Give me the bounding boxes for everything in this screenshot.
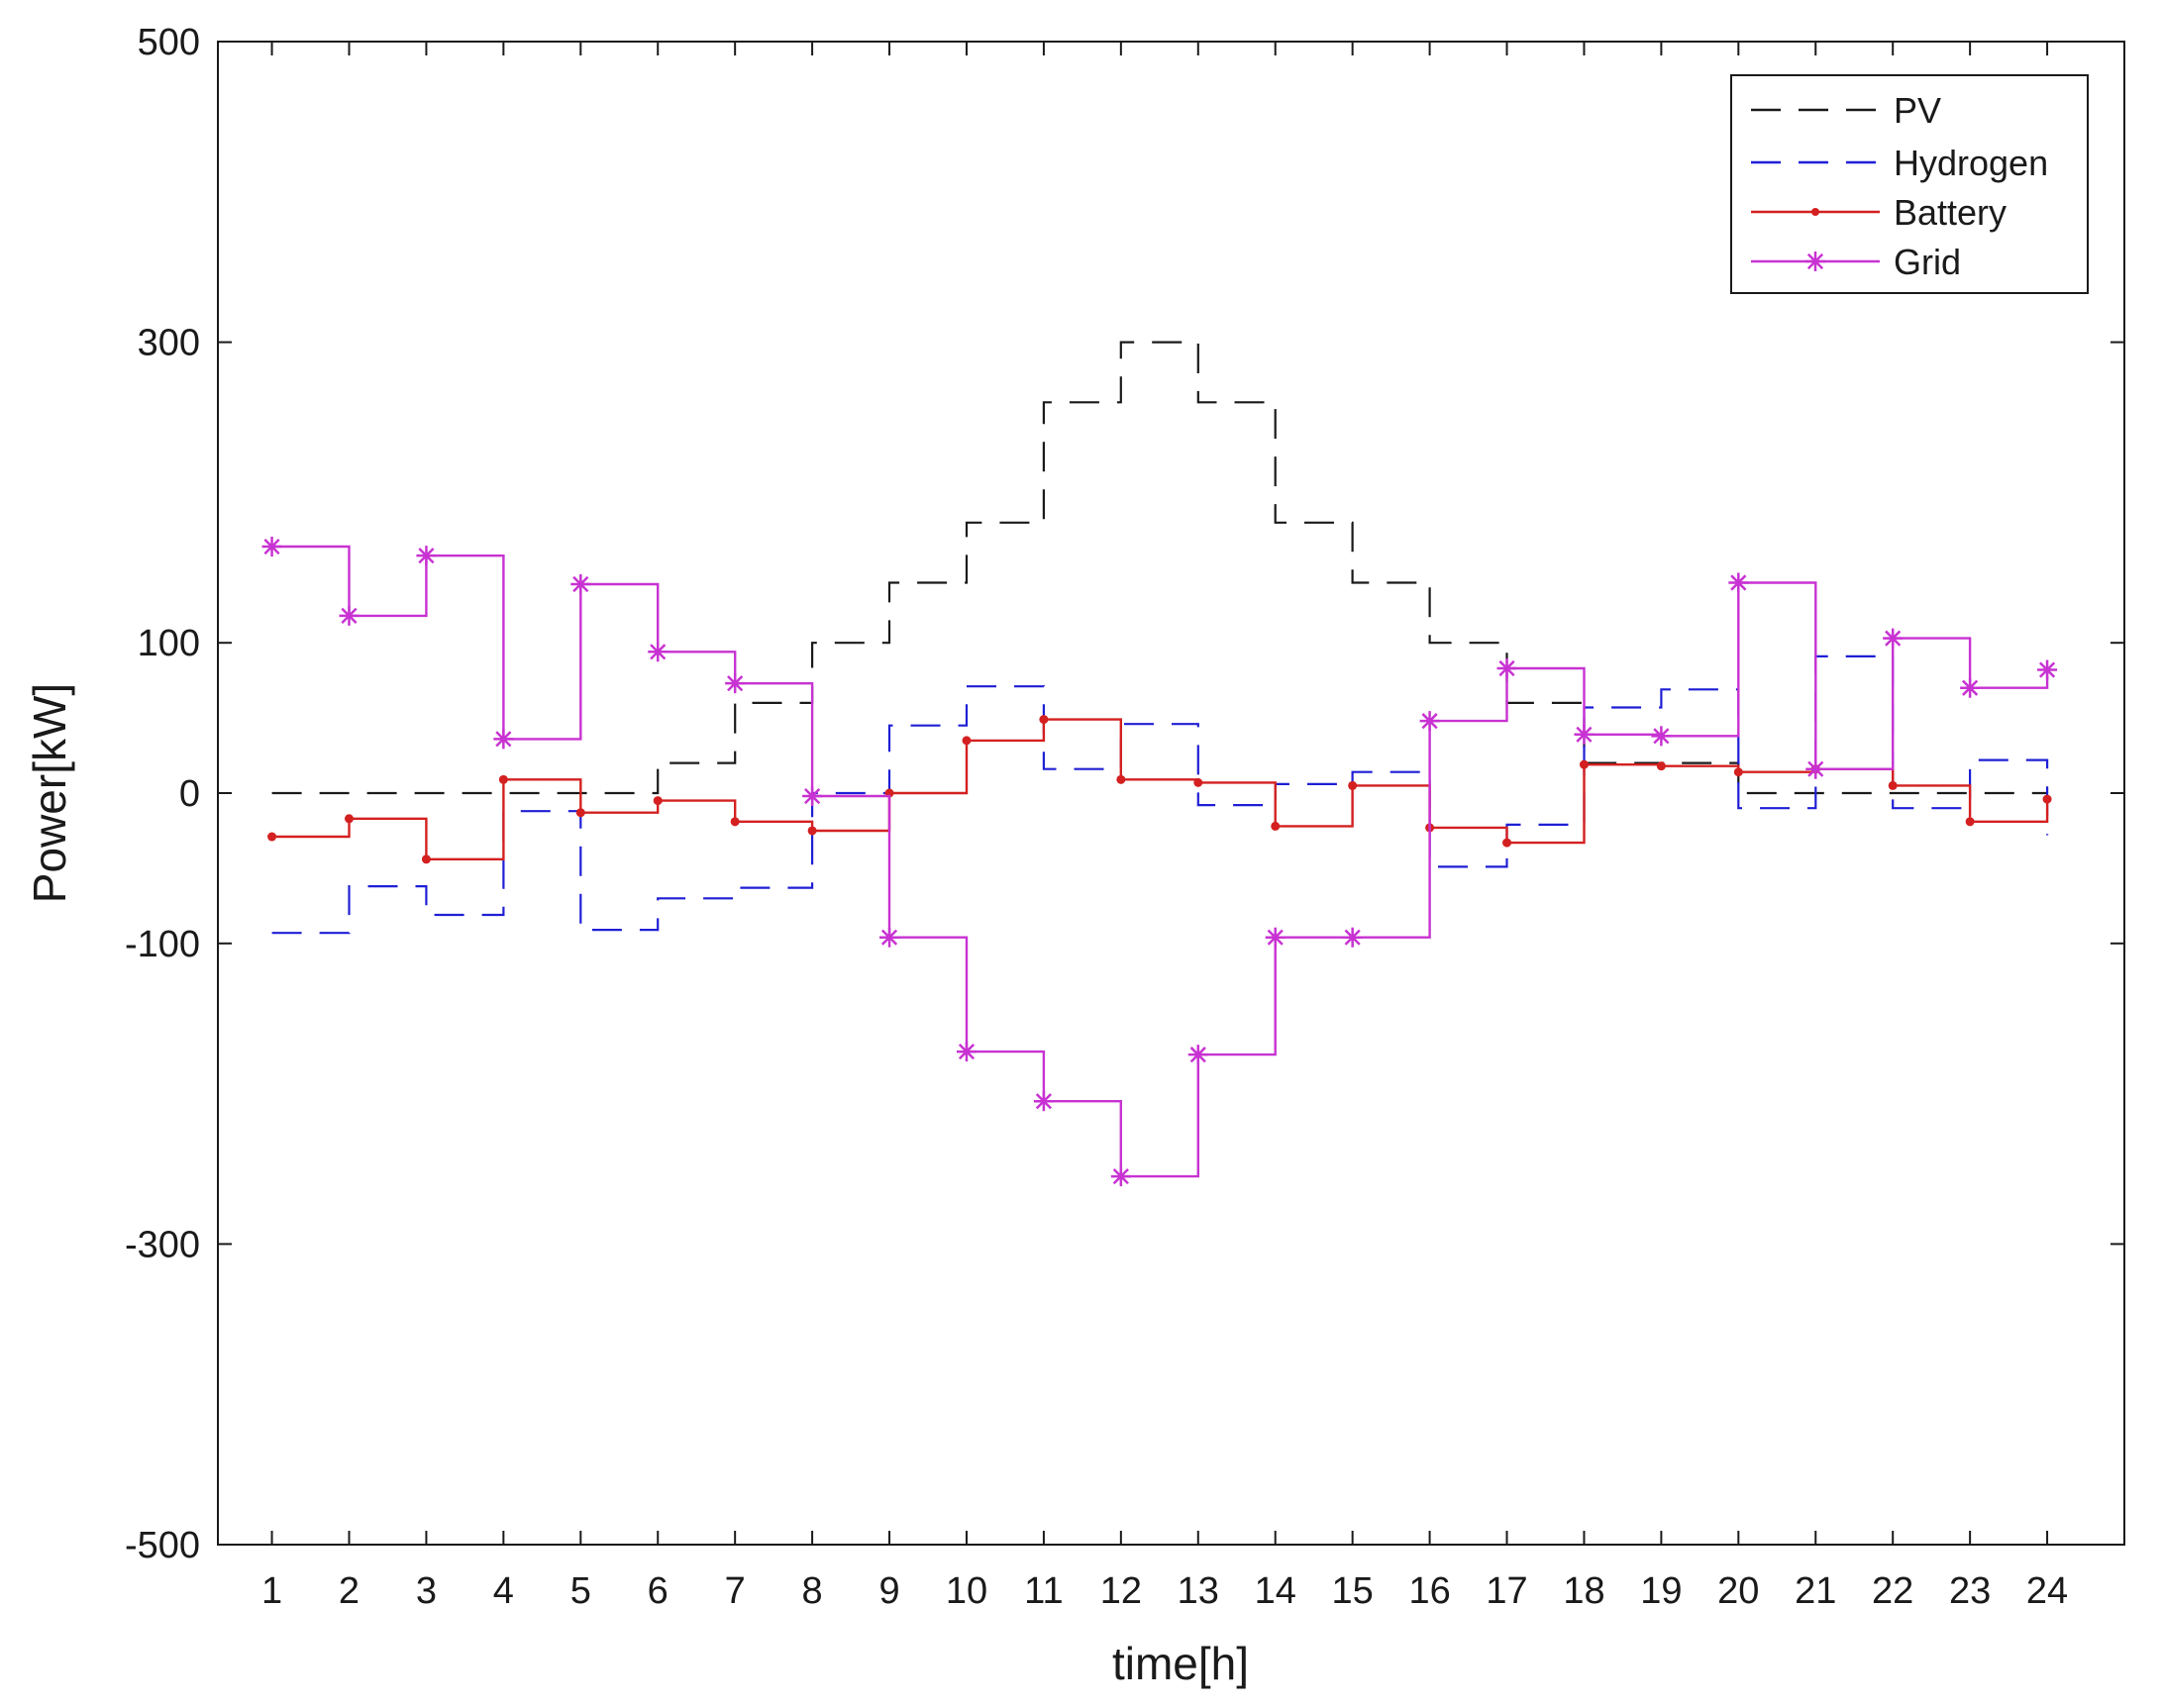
series-battery-point (1888, 780, 1898, 790)
series-grid-point (261, 537, 282, 557)
series-battery-point (1271, 821, 1281, 831)
legend-battery-marker (1811, 208, 1819, 216)
x-tick-label: 12 (1100, 1570, 1142, 1612)
series-grid-point (802, 786, 823, 807)
series-battery-point (267, 832, 277, 842)
legend-hydrogen-label: Hydrogen (1894, 143, 2048, 183)
series-battery-point (962, 736, 972, 746)
legend-grid-marker (1805, 251, 1825, 271)
series-battery-point (421, 854, 431, 864)
series-battery-point (1116, 774, 1126, 784)
series-grid-point (1651, 726, 1672, 747)
series-layer (261, 341, 2058, 1187)
series-grid-point (1960, 677, 1981, 698)
x-tick-label: 6 (648, 1570, 669, 1612)
series-grid-point (339, 605, 360, 626)
legend-grid-label: Grid (1894, 242, 1961, 282)
series-grid-point (2037, 659, 2058, 680)
x-axis-label: time[h] (1112, 1638, 1249, 1689)
x-tick-label: 19 (1640, 1570, 1682, 1612)
series-grid-point (648, 642, 669, 662)
series-grid-point (1574, 724, 1595, 745)
x-tick-label: 14 (1255, 1570, 1296, 1612)
y-tick-label: 100 (138, 623, 200, 664)
legend-entry-grid: Grid (1751, 242, 1961, 282)
series-grid-point (416, 546, 437, 566)
series-grid-point (1265, 927, 1286, 948)
series-hydrogen-line (271, 654, 2049, 935)
x-tick-label: 7 (725, 1570, 746, 1612)
series-battery-point (1733, 767, 1743, 777)
legend-entry-battery: Battery (1751, 192, 2007, 233)
series-grid-point (725, 673, 746, 694)
x-tick-label: 18 (1563, 1570, 1604, 1612)
legend-box (1730, 74, 2089, 294)
legend-entry-hydrogen: Hydrogen (1751, 143, 2048, 183)
series-grid-point (1342, 927, 1363, 948)
series-battery-point (1348, 780, 1358, 790)
legend-entry-pv: PV (1751, 90, 1941, 131)
x-tick-label: 23 (1949, 1570, 1991, 1612)
series-grid-point (570, 573, 591, 594)
x-tick-label: 16 (1408, 1570, 1450, 1612)
x-tick-label: 24 (2026, 1570, 2068, 1612)
x-tick-label: 10 (946, 1570, 987, 1612)
series-battery-point (807, 826, 817, 836)
series-grid-point (1033, 1091, 1054, 1112)
x-tick-label: 3 (416, 1570, 437, 1612)
series-battery-point (1656, 761, 1666, 771)
series-grid-point (1728, 572, 1749, 593)
x-tick-label: 13 (1178, 1570, 1219, 1612)
legend-battery-label: Battery (1894, 192, 2007, 233)
series-grid-point (1805, 758, 1826, 779)
y-tick-label: 500 (138, 22, 200, 63)
x-tick-label: 2 (339, 1570, 360, 1612)
series-grid-point (1110, 1166, 1131, 1187)
series-battery-point (498, 774, 508, 784)
series-battery-point (344, 814, 354, 824)
y-tick-label: 0 (179, 773, 200, 815)
series-battery-point (730, 817, 740, 827)
series-grid-point (956, 1042, 977, 1062)
x-tick-label: 8 (802, 1570, 823, 1612)
series-battery-point (575, 808, 585, 818)
y-tick-label: -500 (125, 1525, 200, 1566)
x-tick-label: 22 (1872, 1570, 1913, 1612)
series-pv-line (271, 341, 2048, 795)
y-tick-label: -100 (125, 924, 200, 965)
x-tick-label: 4 (493, 1570, 514, 1612)
legend: PV Hydrogen Battery Grid (1730, 74, 2089, 294)
x-tick-label: 20 (1717, 1570, 1759, 1612)
x-tick-label: 21 (1795, 1570, 1836, 1612)
legend-pv-label: PV (1894, 90, 1941, 131)
x-tick-label: 17 (1486, 1570, 1527, 1612)
series-battery-point (1039, 715, 1049, 725)
y-tick-label: 300 (138, 323, 200, 364)
series-grid-point (1883, 628, 1904, 649)
x-tick-label: 9 (878, 1570, 899, 1612)
series-grid-line (271, 545, 2049, 1178)
series-battery-point (1502, 838, 1512, 848)
series-battery-point (653, 796, 663, 806)
series-grid-point (1419, 711, 1440, 732)
series-grid-point (1496, 658, 1517, 679)
y-tick-label: -300 (125, 1224, 200, 1265)
x-tick-label: 11 (1024, 1570, 1063, 1612)
series-grid-point (1187, 1045, 1208, 1065)
series-battery-point (2042, 794, 2052, 804)
x-tick-label: 15 (1332, 1570, 1374, 1612)
series-grid-point (493, 729, 514, 750)
series-grid-point (879, 927, 900, 948)
x-tick-label: 5 (570, 1570, 591, 1612)
y-axis-label: Power[kW] (24, 683, 75, 903)
series-battery-point (1193, 777, 1203, 787)
series-battery-point (1579, 759, 1589, 769)
series-battery-point (1965, 817, 1975, 827)
x-tick-label: 1 (261, 1570, 282, 1612)
